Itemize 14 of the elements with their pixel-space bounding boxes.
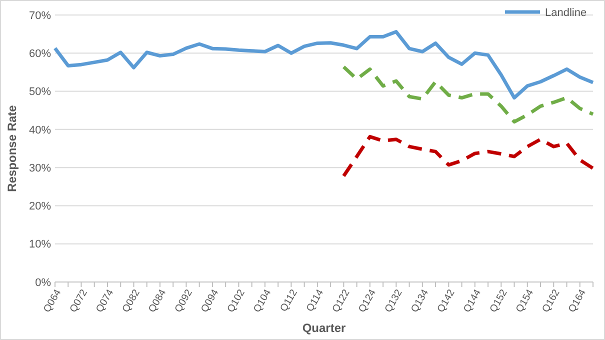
y-tick-label: 40% <box>28 124 52 136</box>
line-series <box>342 134 595 178</box>
y-tick-label: 0% <box>35 276 52 289</box>
y-tick-label: 30% <box>28 162 52 174</box>
y-tick-label: 10% <box>28 238 52 251</box>
legend-label: Landline <box>545 6 587 19</box>
line-series <box>53 30 595 100</box>
line-series <box>342 65 595 124</box>
y-tick-label: 20% <box>28 200 52 213</box>
y-tick-label: 70% <box>28 10 52 22</box>
y-tick-label: 50% <box>28 86 52 98</box>
x-axis-title: Quarter <box>302 321 346 335</box>
y-tick-label: 60% <box>28 48 52 60</box>
y-axis-title: Response Rate <box>5 104 19 192</box>
